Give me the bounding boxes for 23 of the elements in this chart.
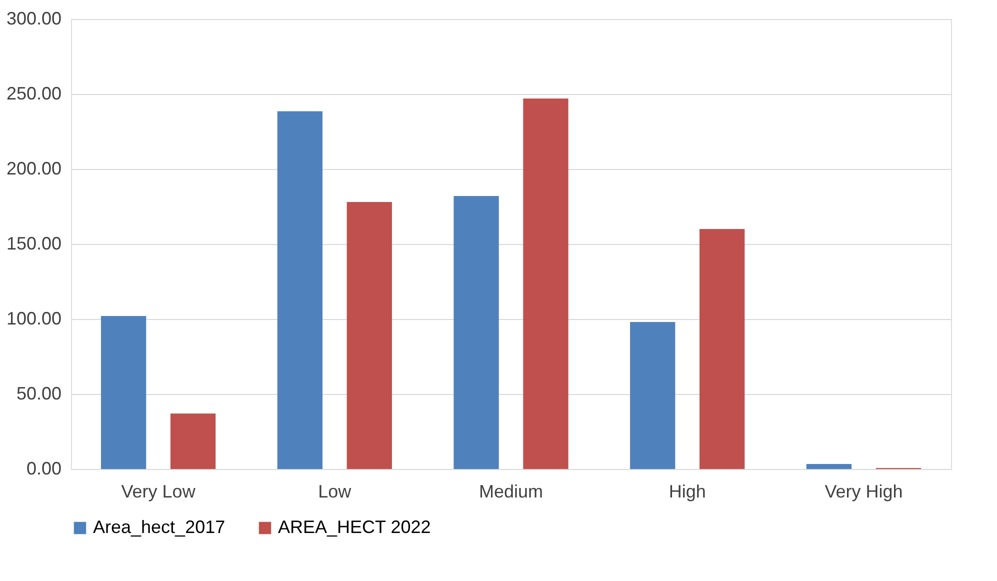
x-tick-label: High bbox=[668, 482, 706, 502]
x-tick-label: Very High bbox=[824, 482, 903, 502]
bar bbox=[346, 202, 392, 469]
bar bbox=[277, 111, 322, 469]
y-tick-label: 300.00 bbox=[6, 8, 62, 28]
legend-label: Area_hect_2017 bbox=[93, 517, 226, 537]
bar bbox=[630, 322, 676, 469]
x-tick-label: Low bbox=[318, 482, 352, 502]
y-tick-label: 50.00 bbox=[16, 384, 62, 404]
x-tick-label: Medium bbox=[478, 482, 544, 502]
bar bbox=[100, 316, 146, 469]
bar bbox=[454, 196, 499, 469]
bar bbox=[523, 98, 568, 469]
y-tick-label: 200.00 bbox=[6, 158, 62, 178]
y-tick-label: 250.00 bbox=[6, 84, 62, 104]
y-tick-label: 150.00 bbox=[6, 234, 62, 254]
bar bbox=[170, 414, 216, 469]
y-tick-label: 100.00 bbox=[6, 308, 62, 328]
y-tick-label: 0.00 bbox=[26, 458, 62, 478]
x-tick-label: Very Low bbox=[121, 482, 196, 502]
legend-label: AREA_HECT 2022 bbox=[278, 517, 431, 537]
bar bbox=[806, 464, 852, 469]
bar bbox=[700, 229, 745, 469]
